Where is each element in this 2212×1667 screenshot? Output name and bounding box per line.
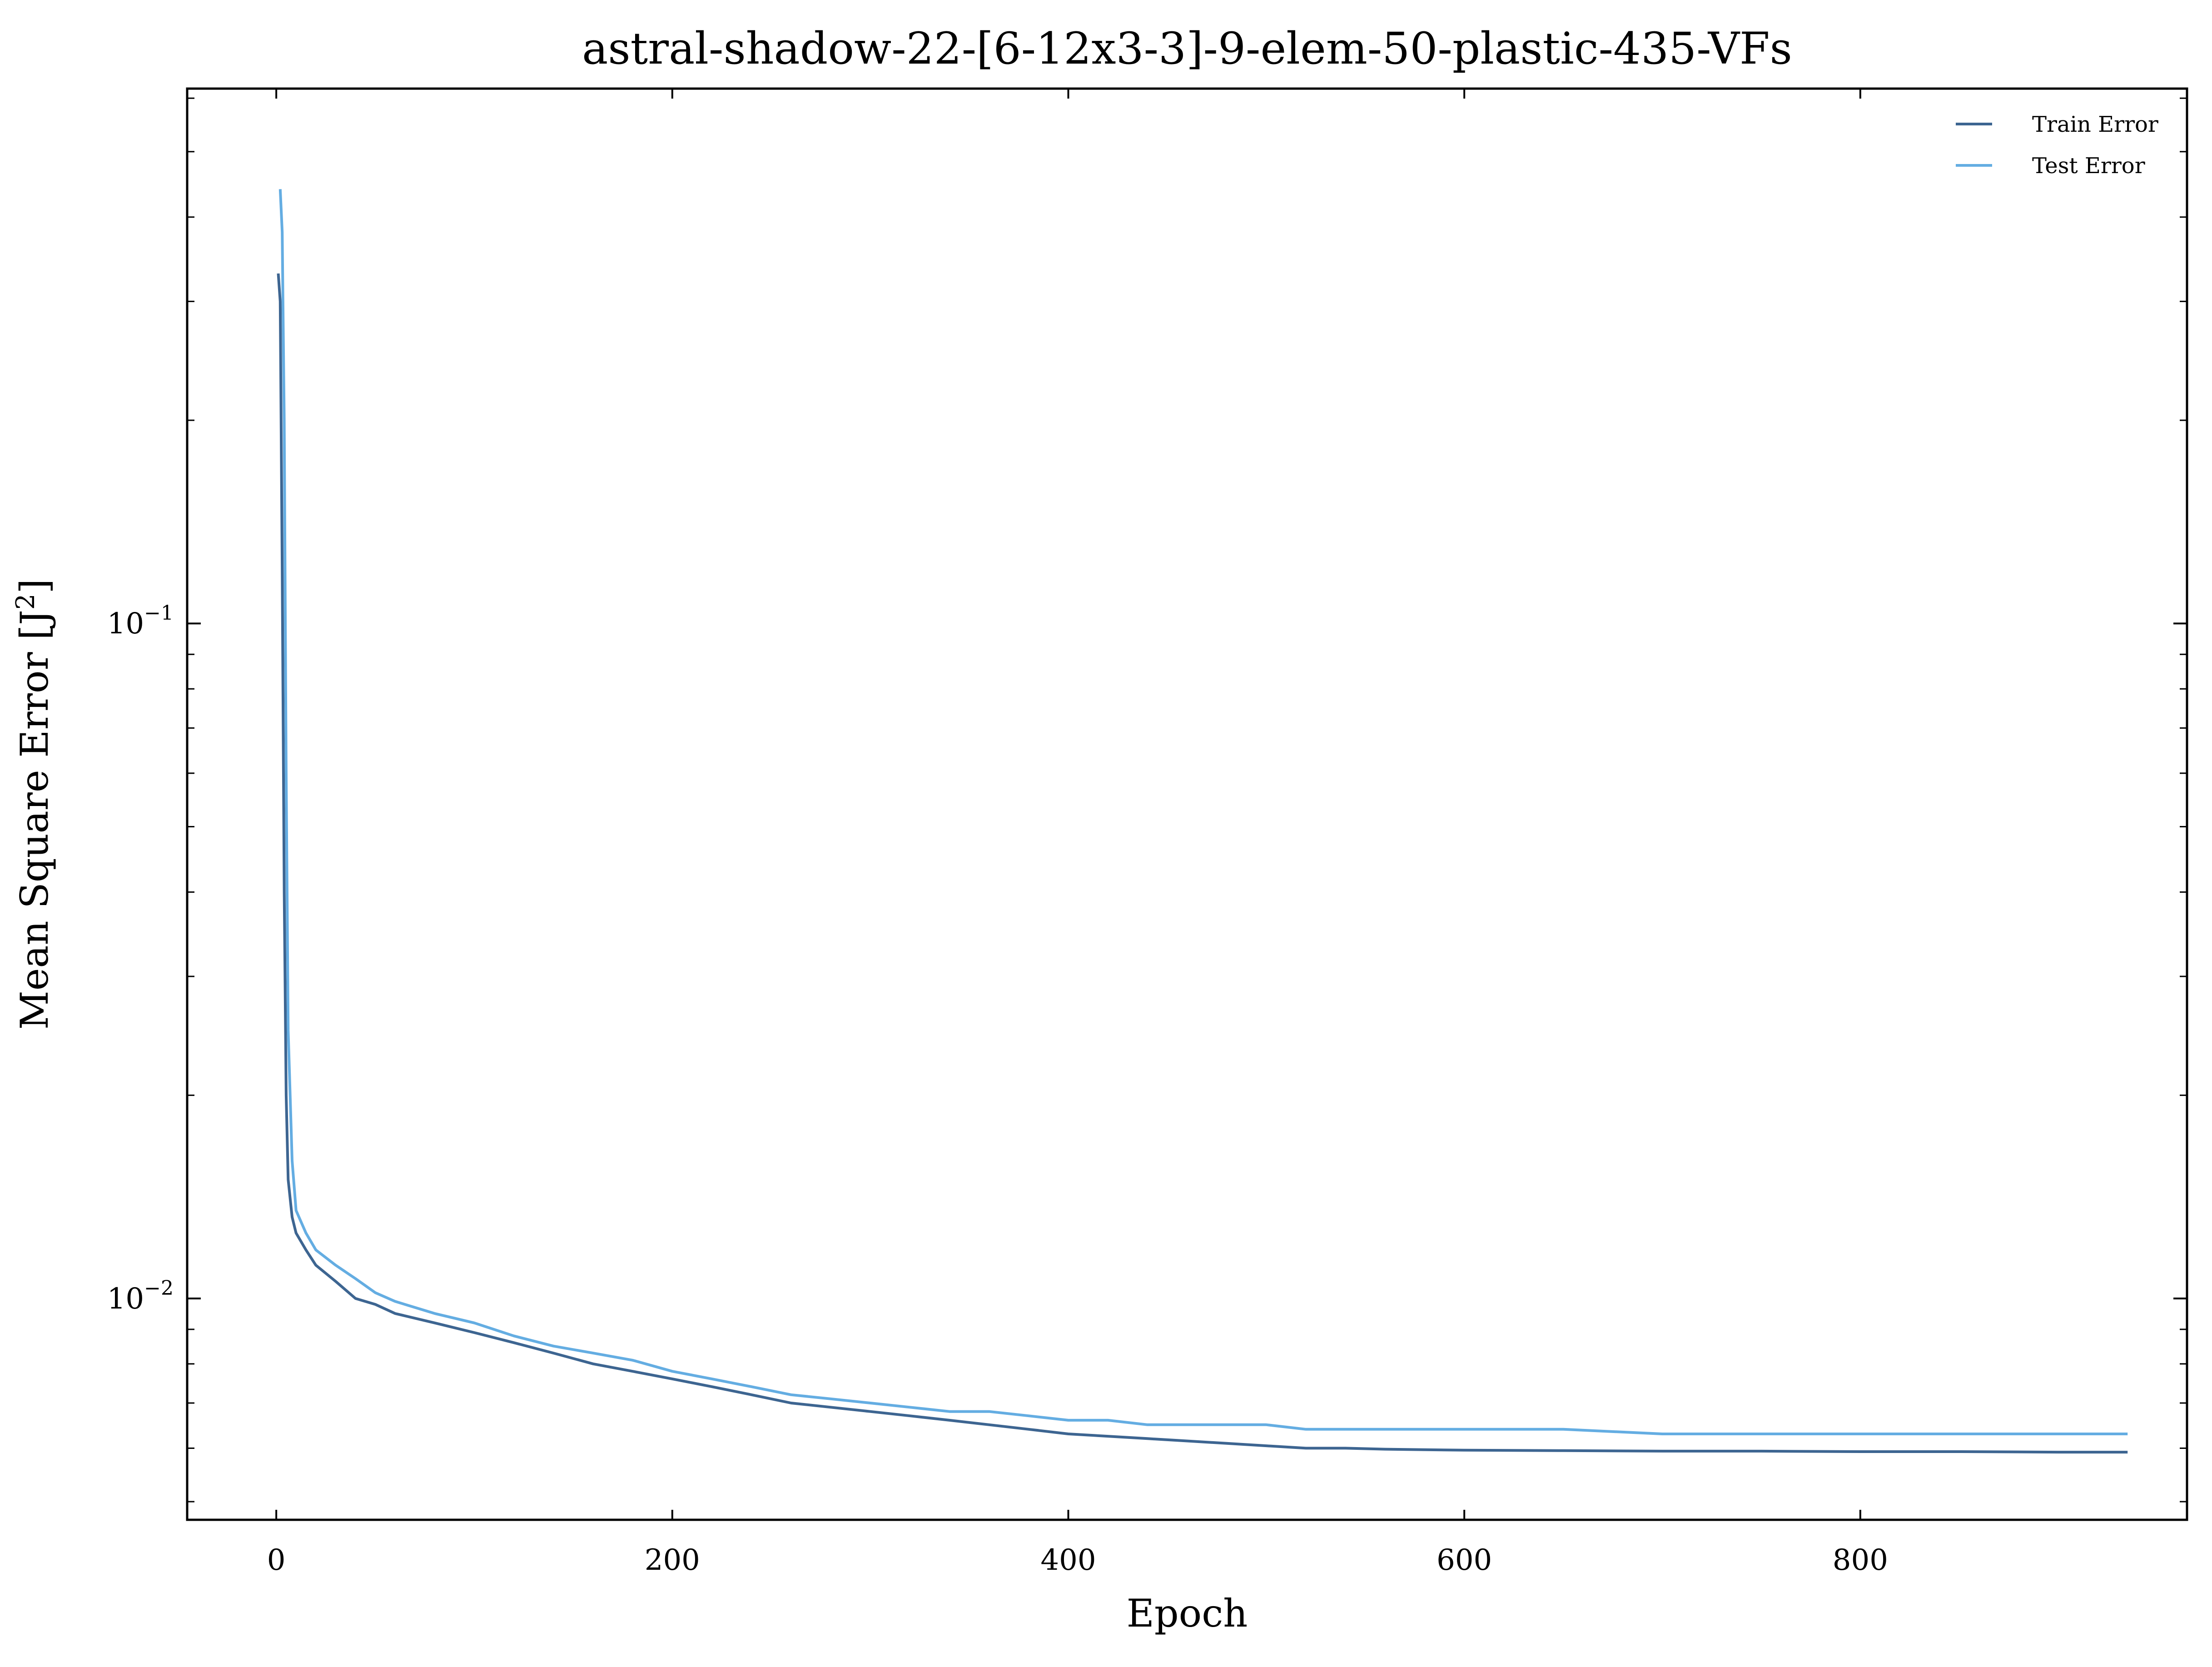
y-axis: 10−1 10−2 [107, 97, 2187, 1503]
plot-frame [186, 87, 2188, 1521]
y-axis-label-sup: 2 [11, 593, 40, 610]
plot-area [186, 87, 2188, 1521]
legend-label-train: Train Error [2032, 112, 2158, 137]
legend-label-test: Test Error [2032, 153, 2145, 179]
x-tick-label: 600 [1437, 1543, 1492, 1577]
y-tick-label: 10−2 [107, 1277, 174, 1316]
x-axis: 0 200 400 600 800 [267, 89, 1888, 1577]
legend: Train Error Test Error [1956, 112, 2158, 179]
x-tick-label: 400 [1040, 1543, 1096, 1577]
y-tick-label: 10−1 [107, 602, 174, 641]
x-tick-label: 800 [1833, 1543, 1888, 1577]
x-tick-label: 0 [267, 1543, 286, 1577]
x-tick-label: 200 [645, 1543, 700, 1577]
y-axis-label: Mean Square Error [J2] [11, 579, 57, 1030]
chart-title: astral-shadow-22-[6-12x3-3]-9-elem-50-pl… [582, 23, 1792, 74]
series-line-test [278, 189, 2128, 1435]
y-axis-label-tail: ] [12, 579, 57, 594]
x-axis-label: Epoch [1127, 1591, 1248, 1636]
series-line-train [277, 273, 2128, 1454]
y-axis-label-base: Mean Square Error [J [12, 610, 57, 1030]
series-layer [277, 189, 2128, 1454]
